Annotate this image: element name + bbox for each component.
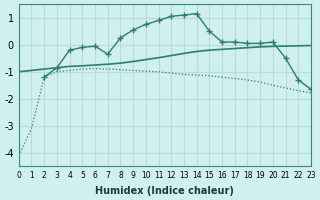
X-axis label: Humidex (Indice chaleur): Humidex (Indice chaleur) (95, 186, 234, 196)
